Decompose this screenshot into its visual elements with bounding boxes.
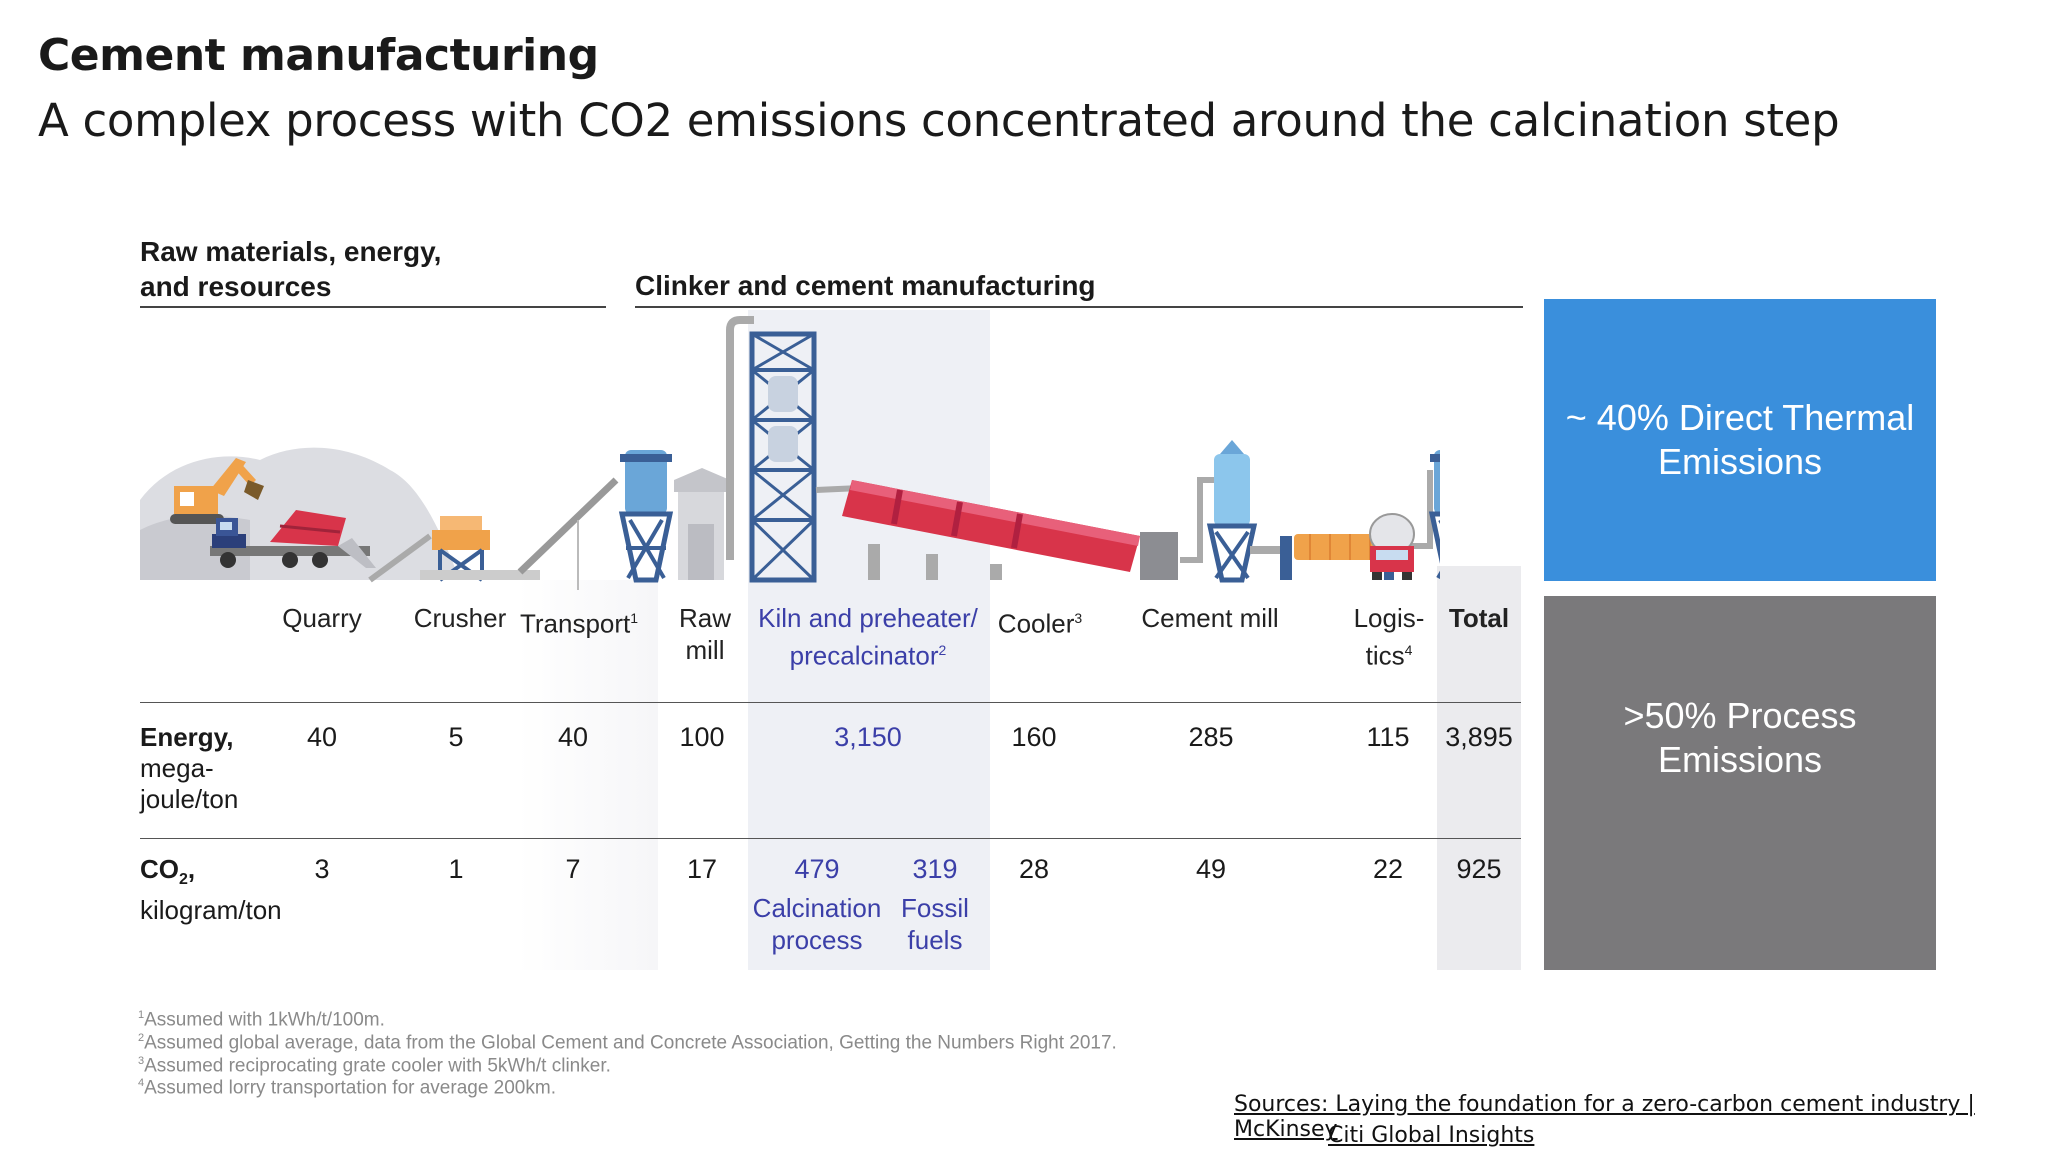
step-label-raw-mill-line2: mill [685, 635, 725, 665]
total-band [1437, 566, 1521, 970]
energy-value-cement-mill: 285 [1188, 722, 1234, 752]
energy-row-label: Energy, mega- joule/ton [140, 722, 238, 815]
co2-label-sub: 2 [179, 871, 188, 889]
process-emissions-line2: Emissions [1657, 739, 1823, 780]
slide-title: Cement manufacturing [38, 30, 599, 81]
footnote-ref-2: 2 [938, 642, 947, 658]
calcination-label-line2: process [771, 925, 863, 955]
excavator-icon [170, 458, 264, 524]
energy-value-cooler: 160 [1011, 722, 1057, 752]
fossil-label-line2: fuels [907, 925, 963, 955]
step-label-transport-text: Transport [519, 608, 631, 639]
calcination-label-line1: Calcination [752, 893, 882, 923]
step-label-quarry: Quarry [282, 603, 362, 633]
step-label-cooler-text: Cooler [997, 608, 1075, 639]
thermal-emissions-line1: ~ 40% Direct Thermal [1565, 397, 1915, 438]
process-illustration [140, 316, 1440, 590]
section-raw-materials-line2: and resources [140, 271, 332, 302]
co2-value-quarry: 3 [314, 854, 330, 884]
step-label-kiln-line1: Kiln and preheater/ [758, 603, 978, 633]
footnote-2: 2Assumed global average, data from the G… [138, 1027, 1117, 1054]
footnote-2-num: 2 [138, 1032, 145, 1044]
step-label-logistics: Logis- tics4 [1344, 602, 1434, 672]
step-label-crusher: Crusher [413, 603, 507, 633]
rotary-kiln-icon [815, 480, 1178, 580]
footnote-ref-1: 1 [630, 610, 639, 626]
co2-value-transport: 7 [565, 854, 581, 884]
energy-label-unit1: mega- [140, 753, 214, 783]
energy-value-crusher: 5 [448, 722, 464, 752]
step-label-kiln-line2: precalcinator [789, 640, 939, 671]
preheater-tower-icon [726, 316, 817, 583]
energy-label-bold: Energy, [140, 722, 234, 752]
footnote-ref-3: 3 [1074, 610, 1083, 626]
step-label-logistics-line2: tics [1365, 640, 1405, 671]
co2-value-cement-mill: 49 [1195, 854, 1227, 884]
slide-subtitle: A complex process with CO2 emissions con… [38, 94, 1840, 147]
co2-label-comma: , [187, 854, 196, 884]
step-label-raw-mill: Raw mill [665, 602, 745, 666]
step-label-cement-mill: Cement mill [1141, 603, 1279, 633]
calcination-label: Calcination process [747, 892, 887, 956]
section-rule-left [140, 306, 606, 308]
footnote-3: 3Assumed reciprocating grate cooler with… [138, 1050, 611, 1077]
thermal-emissions-box: ~ 40% Direct Thermal Emissions [1544, 299, 1936, 581]
process-emissions-box: >50% Process Emissions [1544, 596, 1936, 970]
step-label-logistics-line1: Logis- [1353, 603, 1425, 633]
footnote-2-text: Assumed global average, data from the Gl… [144, 1032, 1117, 1054]
step-label-cooler: Cooler3 [990, 602, 1090, 640]
co2-value-total: 925 [1456, 854, 1502, 884]
footnote-1-num: 1 [138, 1009, 145, 1021]
energy-value-logistics: 115 [1366, 722, 1410, 752]
energy-row-divider [140, 702, 1521, 703]
crusher-icon [432, 516, 490, 582]
raw-mill-icon [674, 468, 730, 580]
co2-label-bold: CO [140, 854, 179, 884]
footnote-1: 1Assumed with 1kWh/t/100m. [138, 1004, 385, 1031]
fossil-label-line1: Fossil [901, 893, 969, 923]
step-label-transport: Transport1 [514, 602, 644, 640]
step-label-total: Total [1448, 603, 1510, 633]
shade-band [518, 580, 658, 970]
section-raw-materials-line1: Raw materials, energy, [140, 236, 442, 267]
transport-conveyor-icon [517, 477, 619, 575]
section-clinker: Clinker and cement manufacturing [635, 270, 1096, 301]
footnote-1-text: Assumed with 1kWh/t/100m. [144, 1009, 385, 1031]
co2-row-divider [140, 838, 1521, 839]
energy-value-raw-mill: 100 [679, 722, 725, 752]
section-rule-right [635, 306, 1523, 308]
energy-value-kiln: 3,150 [834, 722, 902, 752]
energy-value-quarry: 40 [306, 722, 338, 752]
footnote-4-num: 4 [138, 1077, 145, 1089]
co2-value-crusher: 1 [448, 854, 464, 884]
energy-label-unit2: joule/ton [140, 784, 239, 814]
energy-value-total: 3,895 [1445, 722, 1513, 752]
footnote-3-num: 3 [138, 1055, 145, 1067]
co2-value-calcination: 479 [794, 854, 840, 884]
cooler-silo-icon [1180, 440, 1258, 583]
cement-truck-icon [1369, 513, 1415, 580]
co2-value-logistics: 22 [1372, 854, 1404, 884]
footnote-4-text: Assumed lorry transportation for average… [144, 1077, 556, 1099]
step-label-kiln: Kiln and preheater/ precalcinator2 [748, 602, 988, 672]
sources-link-citi[interactable]: Citi Global Insights [1328, 1123, 1535, 1148]
thermal-emissions-line2: Emissions [1657, 441, 1823, 482]
sources-link-mckinsey[interactable]: Sources: Laying the foundation for a zer… [1234, 1092, 1975, 1142]
footnote-ref-4: 4 [1404, 642, 1413, 658]
fossil-label: Fossil fuels [885, 892, 985, 956]
co2-value-cooler: 28 [1018, 854, 1050, 884]
step-label-raw-mill-line1: Raw [678, 603, 731, 633]
process-emissions-line1: >50% Process [1623, 695, 1857, 736]
co2-row-label: CO2, kilogram/ton [140, 854, 282, 926]
co2-value-raw-mill: 17 [686, 854, 718, 884]
co2-value-fossil: 319 [912, 854, 958, 884]
footnote-3-text: Assumed reciprocating grate cooler with … [144, 1055, 611, 1077]
section-raw-materials: Raw materials, energy, and resources [140, 234, 441, 304]
co2-label-unit: kilogram/ton [140, 895, 282, 926]
dump-truck-icon [210, 510, 376, 568]
footnote-4: 4Assumed lorry transportation for averag… [138, 1072, 556, 1099]
silo-tower-icon [618, 450, 674, 583]
energy-value-transport: 40 [557, 722, 589, 752]
